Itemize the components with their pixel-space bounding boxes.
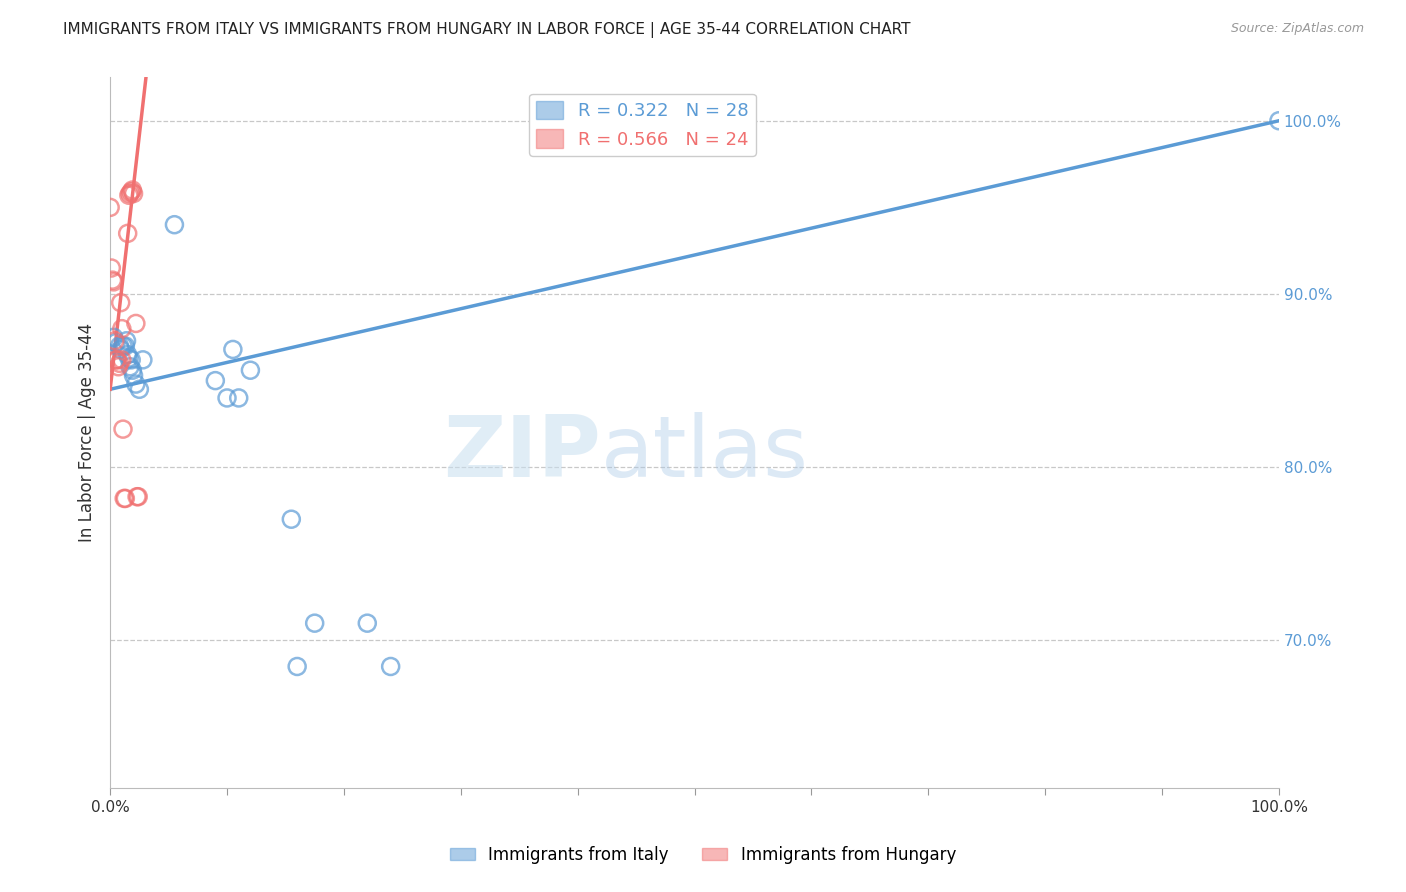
Point xyxy=(125,490,148,504)
Point xyxy=(117,348,139,362)
Point xyxy=(112,491,135,506)
Point xyxy=(118,359,141,374)
Y-axis label: In Labor Force | Age 35-44: In Labor Force | Age 35-44 xyxy=(79,323,96,542)
Point xyxy=(120,185,142,199)
Point xyxy=(125,317,148,331)
Point xyxy=(105,352,128,367)
Point xyxy=(122,368,145,383)
Point xyxy=(114,491,136,506)
Point xyxy=(304,616,326,631)
Point xyxy=(356,616,378,631)
Point xyxy=(125,377,148,392)
Point xyxy=(118,188,141,202)
Point xyxy=(228,391,250,405)
Point xyxy=(114,339,136,353)
Point xyxy=(222,343,245,357)
Point xyxy=(108,356,131,370)
Point xyxy=(110,295,132,310)
Point xyxy=(98,200,121,214)
Point xyxy=(115,334,138,348)
Point xyxy=(117,227,139,241)
Text: IMMIGRANTS FROM ITALY VS IMMIGRANTS FROM HUNGARY IN LABOR FORCE | AGE 35-44 CORR: IMMIGRANTS FROM ITALY VS IMMIGRANTS FROM… xyxy=(63,22,911,38)
Point xyxy=(101,273,124,287)
Point xyxy=(285,659,308,673)
Point xyxy=(132,352,155,367)
Point xyxy=(100,260,122,275)
Point xyxy=(111,321,134,335)
Point xyxy=(163,218,186,232)
Point xyxy=(121,363,143,377)
Legend: Immigrants from Italy, Immigrants from Hungary: Immigrants from Italy, Immigrants from H… xyxy=(443,839,963,871)
Point xyxy=(107,359,129,374)
Point xyxy=(280,512,302,526)
Text: atlas: atlas xyxy=(600,412,808,495)
Point xyxy=(110,343,132,357)
Point xyxy=(121,183,143,197)
Point xyxy=(103,275,125,289)
Point xyxy=(108,339,131,353)
Point xyxy=(204,374,226,388)
Point xyxy=(215,391,238,405)
Point xyxy=(122,186,145,201)
Point xyxy=(103,330,125,344)
Point xyxy=(104,334,127,348)
Point xyxy=(1268,113,1291,128)
Point xyxy=(105,335,128,350)
Text: Source: ZipAtlas.com: Source: ZipAtlas.com xyxy=(1230,22,1364,36)
Point xyxy=(105,352,128,367)
Point xyxy=(111,422,134,436)
Point xyxy=(380,659,402,673)
Point xyxy=(239,363,262,377)
Point xyxy=(118,351,141,365)
Legend: R = 0.322   N = 28, R = 0.566   N = 24: R = 0.322 N = 28, R = 0.566 N = 24 xyxy=(529,94,755,156)
Point xyxy=(111,339,134,353)
Point xyxy=(120,352,142,367)
Point xyxy=(118,186,141,201)
Text: ZIP: ZIP xyxy=(443,412,600,495)
Point xyxy=(127,490,149,504)
Point xyxy=(111,352,134,367)
Point xyxy=(128,382,150,396)
